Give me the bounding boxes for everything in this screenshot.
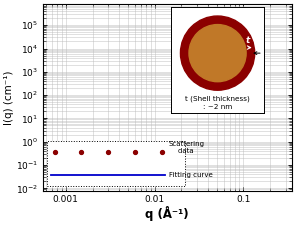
Circle shape: [181, 16, 255, 90]
Text: : ~2 nm: : ~2 nm: [203, 104, 232, 110]
Text: t (Shell thickness): t (Shell thickness): [185, 96, 250, 102]
Circle shape: [189, 25, 246, 82]
Text: Fitting curve: Fitting curve: [169, 172, 213, 178]
Text: Scattering
    data: Scattering data: [169, 141, 205, 154]
Y-axis label: I(q) (cm⁻¹): I(q) (cm⁻¹): [4, 70, 14, 125]
X-axis label: q (Å⁻¹): q (Å⁻¹): [145, 206, 189, 221]
Text: t: t: [246, 36, 250, 45]
Polygon shape: [47, 141, 185, 186]
